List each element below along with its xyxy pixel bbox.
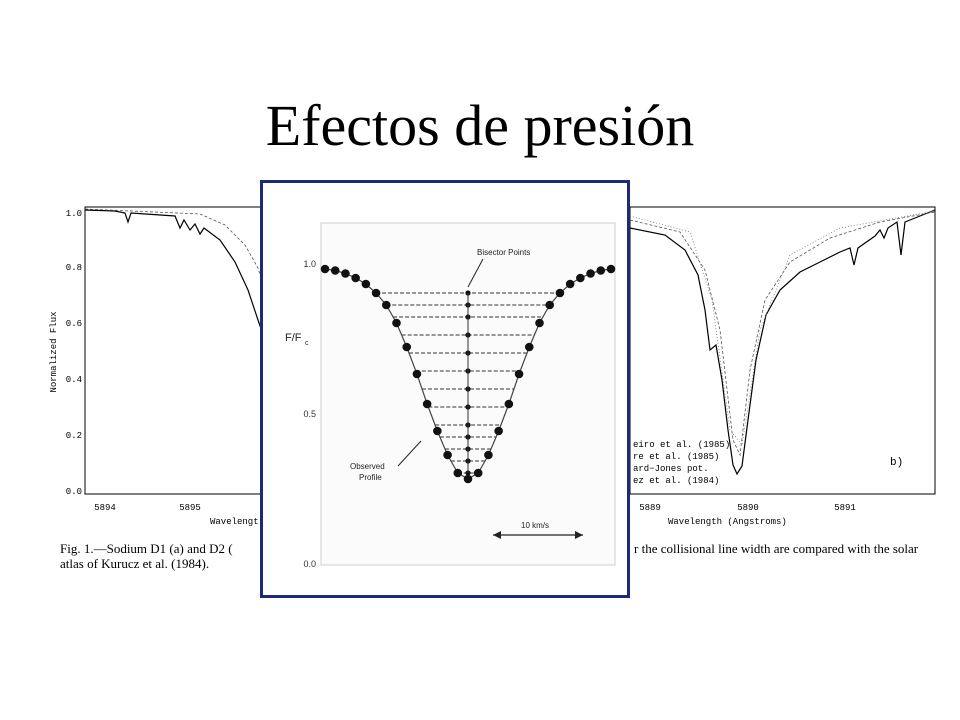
- inset-ytick: 0.5: [303, 409, 316, 419]
- panel-a-ylabel: Normalized Flux: [49, 311, 59, 392]
- profile-point: [402, 342, 412, 352]
- profile-point: [371, 288, 381, 298]
- panel-a-xtick: 5895: [179, 503, 201, 513]
- inset-ylabel-sub: c: [305, 340, 309, 347]
- profile-point: [504, 399, 514, 409]
- profile-point: [381, 300, 391, 310]
- profile-point: [484, 450, 493, 460]
- profile-point: [494, 426, 503, 436]
- profile-point: [341, 269, 350, 278]
- profile-point: [586, 269, 595, 278]
- profile-point: [576, 273, 585, 283]
- panel-b-xtick: 5891: [834, 503, 856, 513]
- inset-ylabel: F/F: [285, 332, 302, 344]
- profile-point: [545, 300, 555, 310]
- profile-arrow: [397, 440, 422, 467]
- panel-a-ytick: 0.4: [66, 375, 82, 385]
- profile-point: [524, 342, 534, 352]
- profile-point: [596, 266, 606, 275]
- profile-point: [320, 264, 330, 274]
- panel-a-ytick: 0.2: [66, 431, 82, 441]
- panel-b-xtick: 5890: [737, 503, 759, 513]
- panel-a-ytick: 0.8: [66, 263, 82, 273]
- profile-point: [473, 468, 483, 478]
- profile-point: [351, 273, 360, 283]
- profile-label-1: Observed: [350, 462, 385, 471]
- slide-title: Efectos de presión: [265, 93, 695, 158]
- panel-b-curve: [629, 209, 936, 476]
- caption-line2: atlas of Kurucz et al. (1984).: [60, 556, 209, 571]
- panel-a-ytick: 1.0: [66, 209, 82, 219]
- profile-point: [392, 318, 401, 328]
- panel-b-label: b): [890, 457, 903, 469]
- profile-point: [330, 266, 340, 275]
- panel-a-xlabel: Wavelengt: [210, 517, 259, 527]
- panel-b-legend-item: re et al. (1985): [633, 452, 719, 462]
- profile-point: [463, 474, 473, 484]
- panel-b: 5889 5890 5891 Wavelength (Angstroms) b)…: [629, 206, 936, 527]
- bisector-arrow: [467, 258, 484, 288]
- profile-point: [555, 288, 565, 298]
- profile-point: [535, 318, 544, 328]
- panel-a-ytick: 0.6: [66, 319, 82, 329]
- panel-a-xtick: 5894: [94, 503, 116, 513]
- profile-point: [606, 264, 616, 274]
- scale-bar: 10 km/s: [493, 521, 583, 539]
- panel-b-xlabel: Wavelength (Angstroms): [668, 517, 787, 527]
- caption-line1-end: r the collisional line width are compare…: [634, 541, 919, 556]
- inset-figure: 1.0 0.5 0.0 F/F c Bisector Points Observ…: [260, 180, 630, 598]
- bisector-label: Bisector Points: [477, 248, 530, 257]
- panel-b-xtick: 5889: [639, 503, 661, 513]
- caption-line1: Fig. 1.—Sodium D1 (a) and D2 (: [60, 541, 233, 556]
- panel-b-legend-item: eiro et al. (1985): [633, 440, 730, 450]
- profile-point: [422, 399, 432, 409]
- inset-ytick: 1.0: [303, 259, 316, 269]
- inset-chart: 1.0 0.5 0.0 F/F c Bisector Points Observ…: [285, 222, 616, 569]
- profile-point: [565, 279, 575, 289]
- panel-a: Normalized Flux 1.0 0.8 0.6 0.4 0.2 0.0 …: [49, 206, 266, 527]
- profile-point: [412, 369, 422, 379]
- profile-label-2: Profile: [359, 473, 382, 482]
- profile-point: [433, 426, 442, 436]
- panel-a-curve: [84, 209, 266, 341]
- inset-ytick: 0.0: [303, 559, 316, 569]
- scale-label: 10 km/s: [521, 521, 549, 530]
- profile-point: [514, 369, 524, 379]
- inset-data-layer: [320, 264, 616, 484]
- panel-b-legend-item: ez et al. (1984): [633, 476, 719, 486]
- profile-point: [443, 450, 452, 460]
- panel-b-legend-item: ard−Jones pot.: [633, 464, 709, 474]
- panel-a-ytick: 0.0: [66, 487, 82, 497]
- profile-point: [361, 279, 371, 289]
- profile-point: [453, 468, 463, 478]
